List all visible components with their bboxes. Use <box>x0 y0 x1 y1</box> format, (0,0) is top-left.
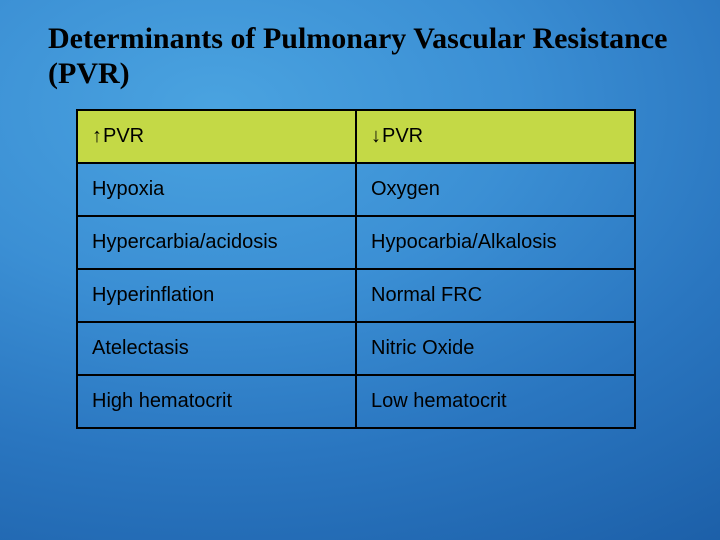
header-label: PVR <box>382 125 423 147</box>
cell-decrease: Oxygen <box>356 163 635 216</box>
slide-title: Determinants of Pulmonary Vascular Resis… <box>48 22 672 91</box>
pvr-table: ↑PVR ↓PVR Hypoxia Oxygen Hypercarbia/aci… <box>76 109 636 429</box>
table-row: Hyperinflation Normal FRC <box>77 269 635 322</box>
table-row: Atelectasis Nitric Oxide <box>77 322 635 375</box>
cell-decrease: Normal FRC <box>356 269 635 322</box>
cell-increase: Atelectasis <box>77 322 356 375</box>
table-row: Hypercarbia/acidosis Hypocarbia/Alkalosi… <box>77 216 635 269</box>
cell-increase: Hypercarbia/acidosis <box>77 216 356 269</box>
cell-increase: Hyperinflation <box>77 269 356 322</box>
down-arrow-icon: ↓ <box>371 125 381 148</box>
header-label: PVR <box>103 125 144 147</box>
slide: Determinants of Pulmonary Vascular Resis… <box>0 0 720 540</box>
table-header-row: ↑PVR ↓PVR <box>77 110 635 163</box>
table-body: Hypoxia Oxygen Hypercarbia/acidosis Hypo… <box>77 163 635 428</box>
header-cell-decrease-pvr: ↓PVR <box>356 110 635 163</box>
header-cell-increase-pvr: ↑PVR <box>77 110 356 163</box>
cell-decrease: Low hematocrit <box>356 375 635 428</box>
up-arrow-icon: ↑ <box>92 125 102 148</box>
cell-increase: Hypoxia <box>77 163 356 216</box>
table-row: High hematocrit Low hematocrit <box>77 375 635 428</box>
cell-decrease: Hypocarbia/Alkalosis <box>356 216 635 269</box>
cell-increase: High hematocrit <box>77 375 356 428</box>
cell-decrease: Nitric Oxide <box>356 322 635 375</box>
table-row: Hypoxia Oxygen <box>77 163 635 216</box>
